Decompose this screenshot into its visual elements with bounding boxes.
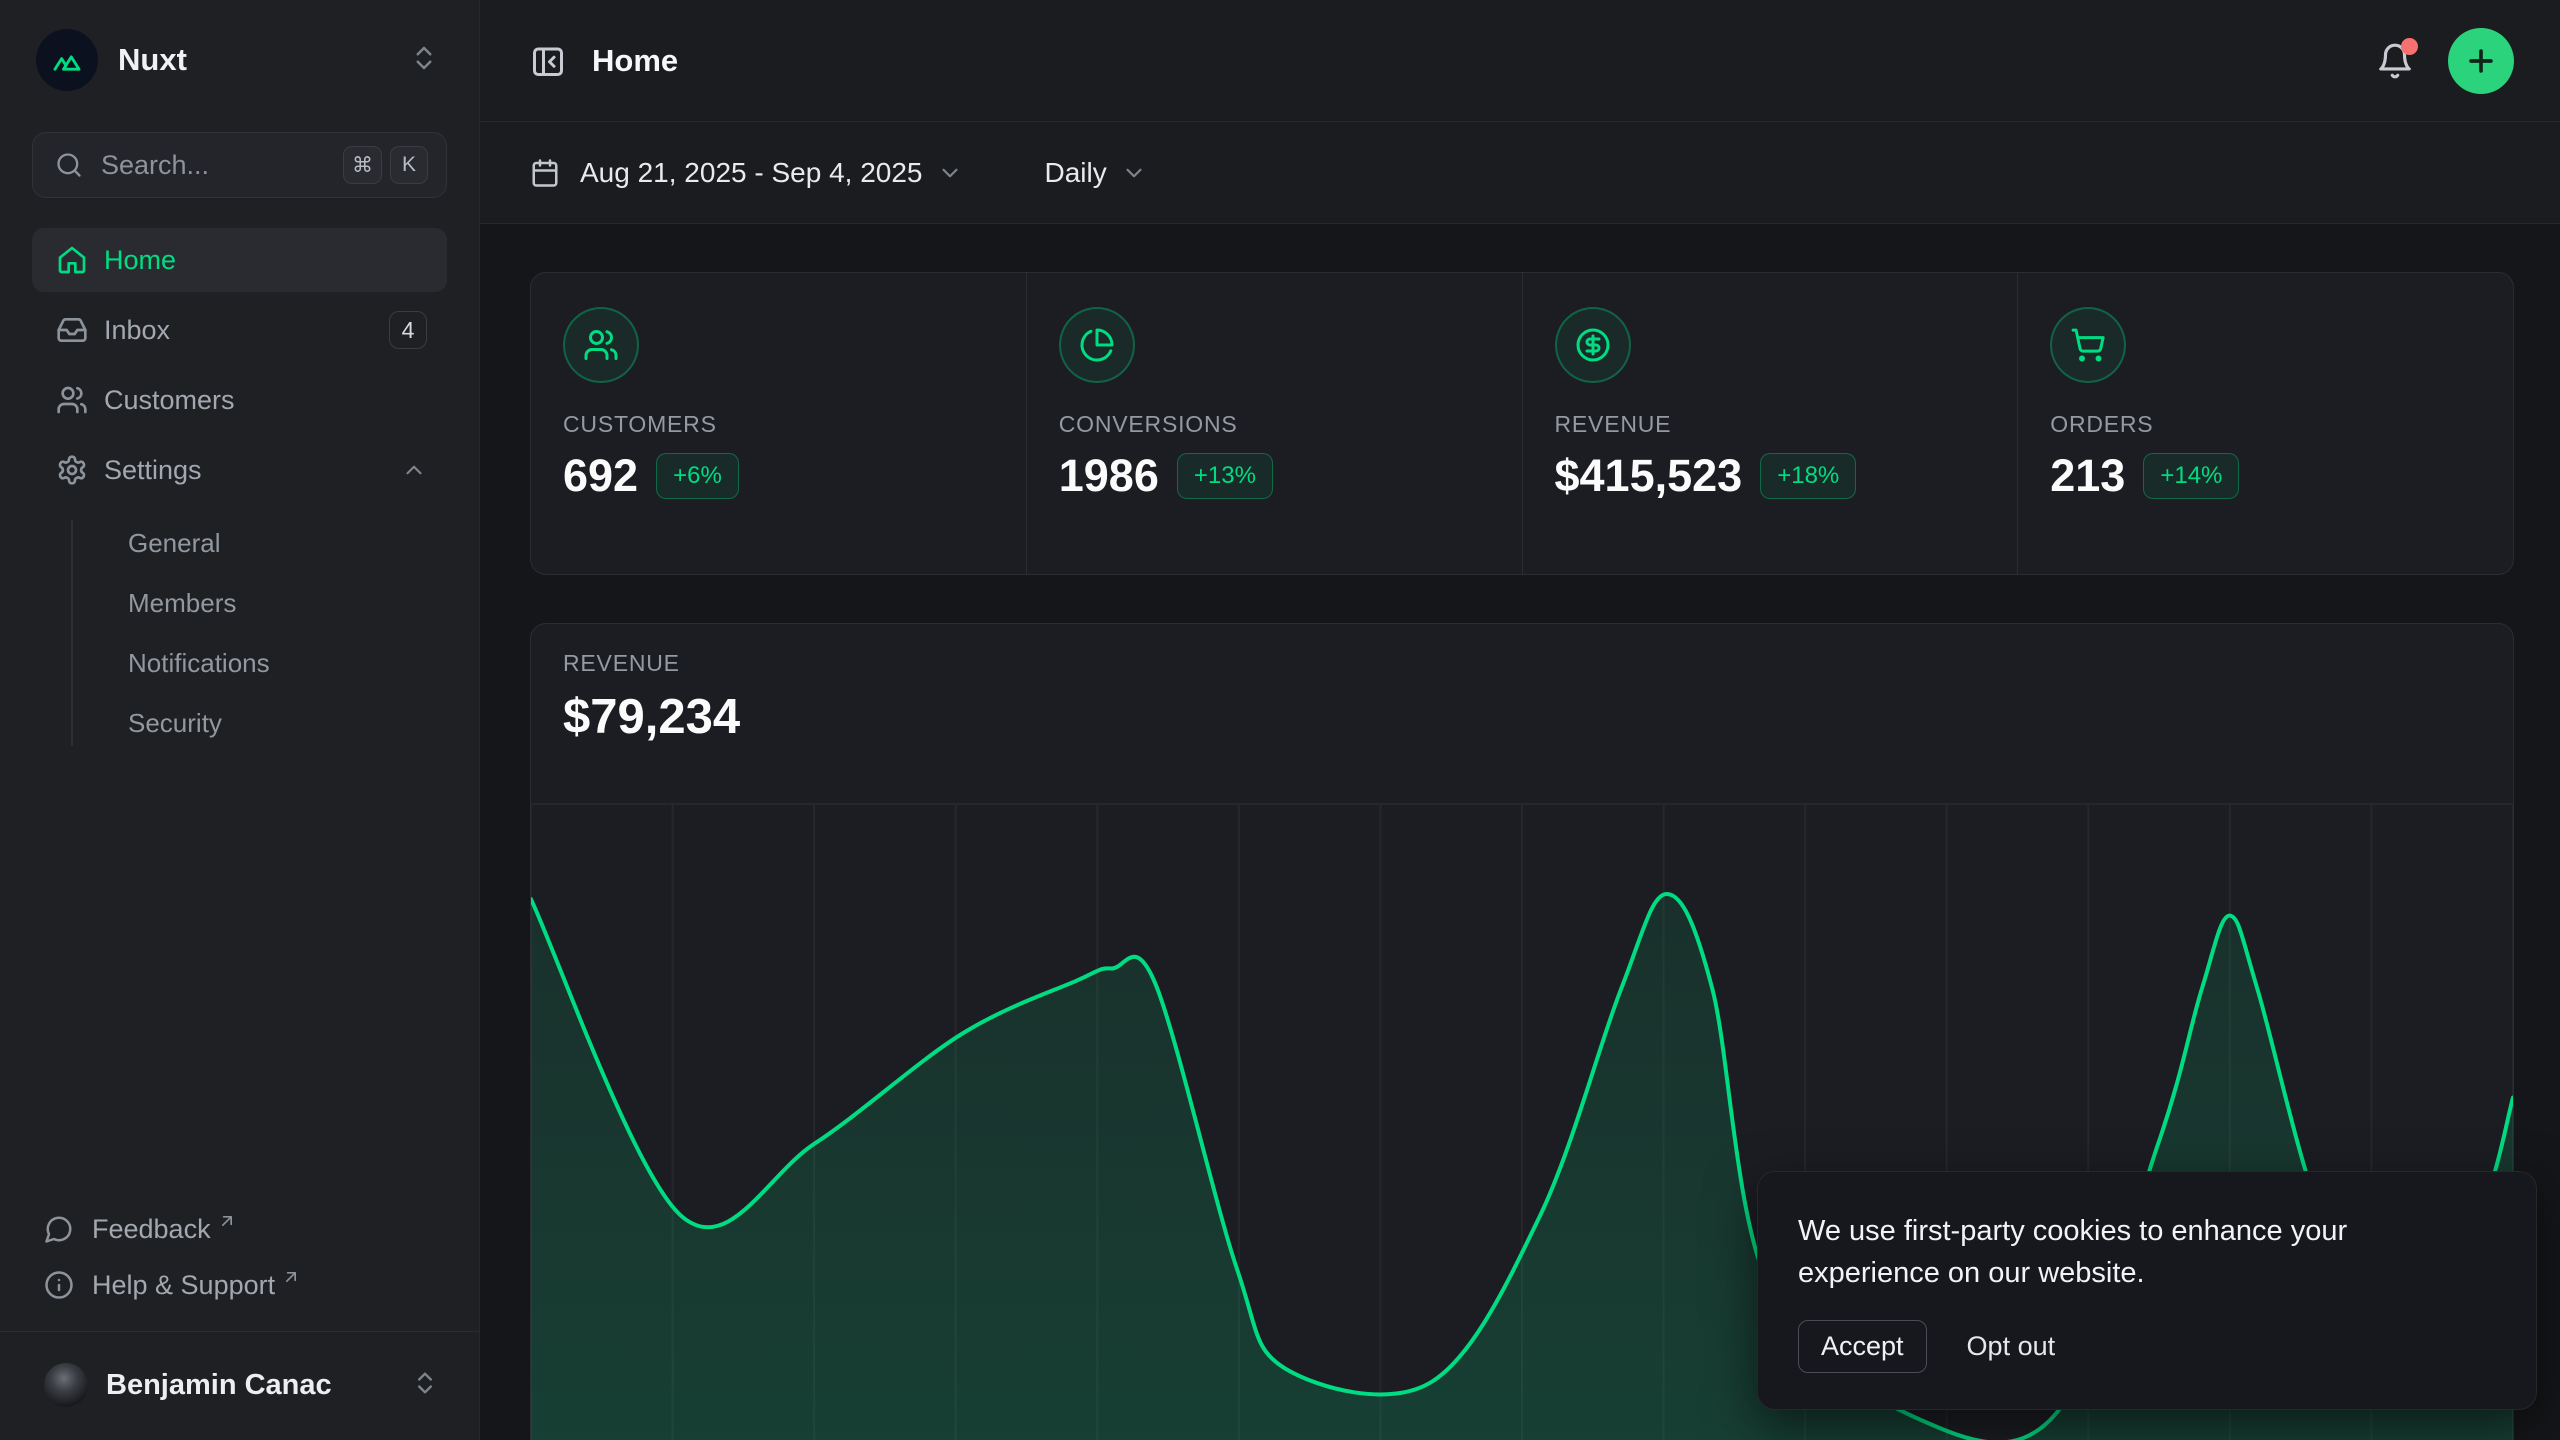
avatar bbox=[44, 1363, 88, 1407]
dashboard-content: CUSTOMERS 692 +6% CONVERSIONS 1986 +13% bbox=[480, 224, 2560, 1440]
inbox-icon bbox=[56, 314, 88, 346]
sidebar-item-label: Inbox bbox=[104, 314, 171, 345]
revenue-line bbox=[531, 891, 2513, 1440]
sidebar-item-settings[interactable]: Settings bbox=[32, 438, 447, 502]
add-button[interactable] bbox=[2448, 27, 2514, 94]
revenue-area-fill bbox=[531, 893, 2513, 1440]
workspace-switcher[interactable]: Nuxt bbox=[32, 24, 447, 96]
sub-item-label: Members bbox=[128, 587, 237, 618]
sidebar-toggle-icon[interactable] bbox=[530, 43, 566, 79]
sidebar-item-label: Home bbox=[104, 244, 177, 275]
kbd-cmd: ⌘ bbox=[343, 146, 382, 184]
stat-label: ORDERS bbox=[2050, 411, 2154, 437]
bell-icon bbox=[2379, 43, 2411, 78]
sub-item-label: Security bbox=[128, 707, 222, 738]
message-circle-icon bbox=[44, 1214, 74, 1244]
date-range-value: Aug 21, 2025 - Sep 4, 2025 bbox=[580, 156, 923, 188]
user-menu[interactable]: Benjamin Canac bbox=[32, 1350, 447, 1420]
sidebar-divider bbox=[0, 1331, 479, 1332]
cookie-message: We use first-party cookies to enhance yo… bbox=[1798, 1214, 2348, 1289]
cookie-actions: Accept Opt out bbox=[1798, 1320, 2496, 1373]
cookie-banner: We use first-party cookies to enhance yo… bbox=[1757, 1170, 2537, 1410]
inbox-count-badge: 4 bbox=[389, 311, 427, 349]
page-header: Home bbox=[480, 0, 2560, 122]
granularity-select[interactable]: Daily bbox=[1045, 157, 1147, 189]
sidebar: Nuxt Search... ⌘ K Home bbox=[0, 0, 480, 1440]
gear-icon bbox=[56, 454, 88, 486]
stats-panel: CUSTOMERS 692 +6% CONVERSIONS 1986 +13% bbox=[530, 272, 2514, 575]
kbd-k: K bbox=[390, 146, 428, 184]
calendar-icon bbox=[530, 158, 560, 188]
chevron-down-icon bbox=[937, 160, 963, 186]
opt-out-button[interactable]: Opt out bbox=[1966, 1331, 2056, 1361]
stat-delta-badge: +18% bbox=[1760, 453, 1857, 499]
search-icon bbox=[55, 151, 83, 179]
pie-chart-icon bbox=[1058, 307, 1135, 383]
stat-value: 1986 bbox=[1058, 450, 1159, 501]
external-link-icon bbox=[217, 1211, 237, 1231]
external-link-icon bbox=[281, 1267, 301, 1287]
date-range-picker[interactable]: Aug 21, 2025 - Sep 4, 2025 bbox=[530, 157, 963, 189]
plus-icon bbox=[2469, 48, 2493, 73]
search-input[interactable]: Search... ⌘ K bbox=[32, 132, 447, 198]
accept-button[interactable]: Accept bbox=[1798, 1320, 1927, 1373]
shopping-cart-icon bbox=[2050, 307, 2127, 383]
revenue-header: REVENUE $79,234 bbox=[531, 624, 2513, 745]
chevron-up-icon bbox=[401, 457, 427, 483]
settings-subnav: General Members Notifications Security bbox=[32, 514, 447, 752]
sidebar-item-customers[interactable]: Customers bbox=[32, 368, 447, 432]
chevron-down-icon bbox=[1121, 160, 1147, 186]
sidebar-spacer bbox=[32, 752, 447, 1201]
page-title: Home bbox=[592, 42, 679, 78]
info-circle-icon bbox=[44, 1270, 74, 1300]
revenue-total: $79,234 bbox=[563, 690, 741, 744]
home-icon bbox=[56, 244, 88, 276]
stat-label: CONVERSIONS bbox=[1058, 411, 1238, 437]
help-support-link[interactable]: Help & Support bbox=[32, 1257, 447, 1313]
feedback-link[interactable]: Feedback bbox=[32, 1201, 447, 1257]
user-name: Benjamin Canac bbox=[106, 1368, 332, 1401]
revenue-label: REVENUE bbox=[563, 650, 680, 676]
stat-delta-badge: +14% bbox=[2143, 453, 2240, 499]
sidebar-item-members[interactable]: Members bbox=[32, 574, 447, 632]
stat-revenue[interactable]: REVENUE $415,523 +18% bbox=[1521, 273, 2018, 574]
stat-value: 692 bbox=[563, 450, 639, 501]
sidebar-nav: Home Inbox 4 Customers Settings bbox=[32, 228, 447, 752]
main-area: Home Aug 21, 2025 - Sep 4, 2025 Daily bbox=[480, 0, 2560, 1440]
feedback-label: Feedback bbox=[92, 1213, 211, 1244]
subnav-guide-line bbox=[71, 520, 73, 746]
sub-item-label: Notifications bbox=[128, 647, 270, 678]
stat-customers[interactable]: CUSTOMERS 692 +6% bbox=[531, 273, 1026, 574]
stat-label: CUSTOMERS bbox=[563, 411, 717, 437]
users-icon bbox=[563, 307, 639, 383]
workspace-name: Nuxt bbox=[118, 42, 187, 77]
stat-value: 213 bbox=[2050, 450, 2126, 501]
stat-orders[interactable]: ORDERS 213 +14% bbox=[2017, 273, 2513, 574]
stat-conversions[interactable]: CONVERSIONS 1986 +13% bbox=[1025, 273, 1522, 574]
chevrons-up-down-icon bbox=[409, 43, 439, 78]
stat-delta-badge: +6% bbox=[656, 453, 739, 499]
help-support-label: Help & Support bbox=[92, 1269, 276, 1300]
notification-dot bbox=[2401, 37, 2418, 55]
stat-value: $415,523 bbox=[1554, 450, 1743, 501]
sidebar-item-home[interactable]: Home bbox=[32, 228, 447, 292]
stat-delta-badge: +13% bbox=[1176, 453, 1273, 499]
sidebar-item-notifications[interactable]: Notifications bbox=[32, 634, 447, 692]
notifications-button[interactable] bbox=[2376, 37, 2418, 80]
sub-item-label: General bbox=[128, 527, 221, 558]
users-icon bbox=[56, 384, 88, 416]
chevrons-up-down-icon bbox=[411, 1369, 439, 1402]
sidebar-item-label: Customers bbox=[104, 384, 235, 415]
sidebar-item-general[interactable]: General bbox=[32, 514, 447, 572]
sidebar-item-inbox[interactable]: Inbox 4 bbox=[32, 298, 447, 362]
circle-dollar-icon bbox=[1554, 307, 1631, 383]
nuxt-logo-icon bbox=[36, 29, 98, 91]
sidebar-item-label: Settings bbox=[104, 454, 202, 485]
search-placeholder: Search... bbox=[101, 149, 210, 180]
granularity-value: Daily bbox=[1044, 156, 1107, 188]
sidebar-item-security[interactable]: Security bbox=[32, 694, 447, 752]
filters-toolbar: Aug 21, 2025 - Sep 4, 2025 Daily bbox=[480, 122, 2560, 224]
stat-label: REVENUE bbox=[1554, 411, 1672, 437]
